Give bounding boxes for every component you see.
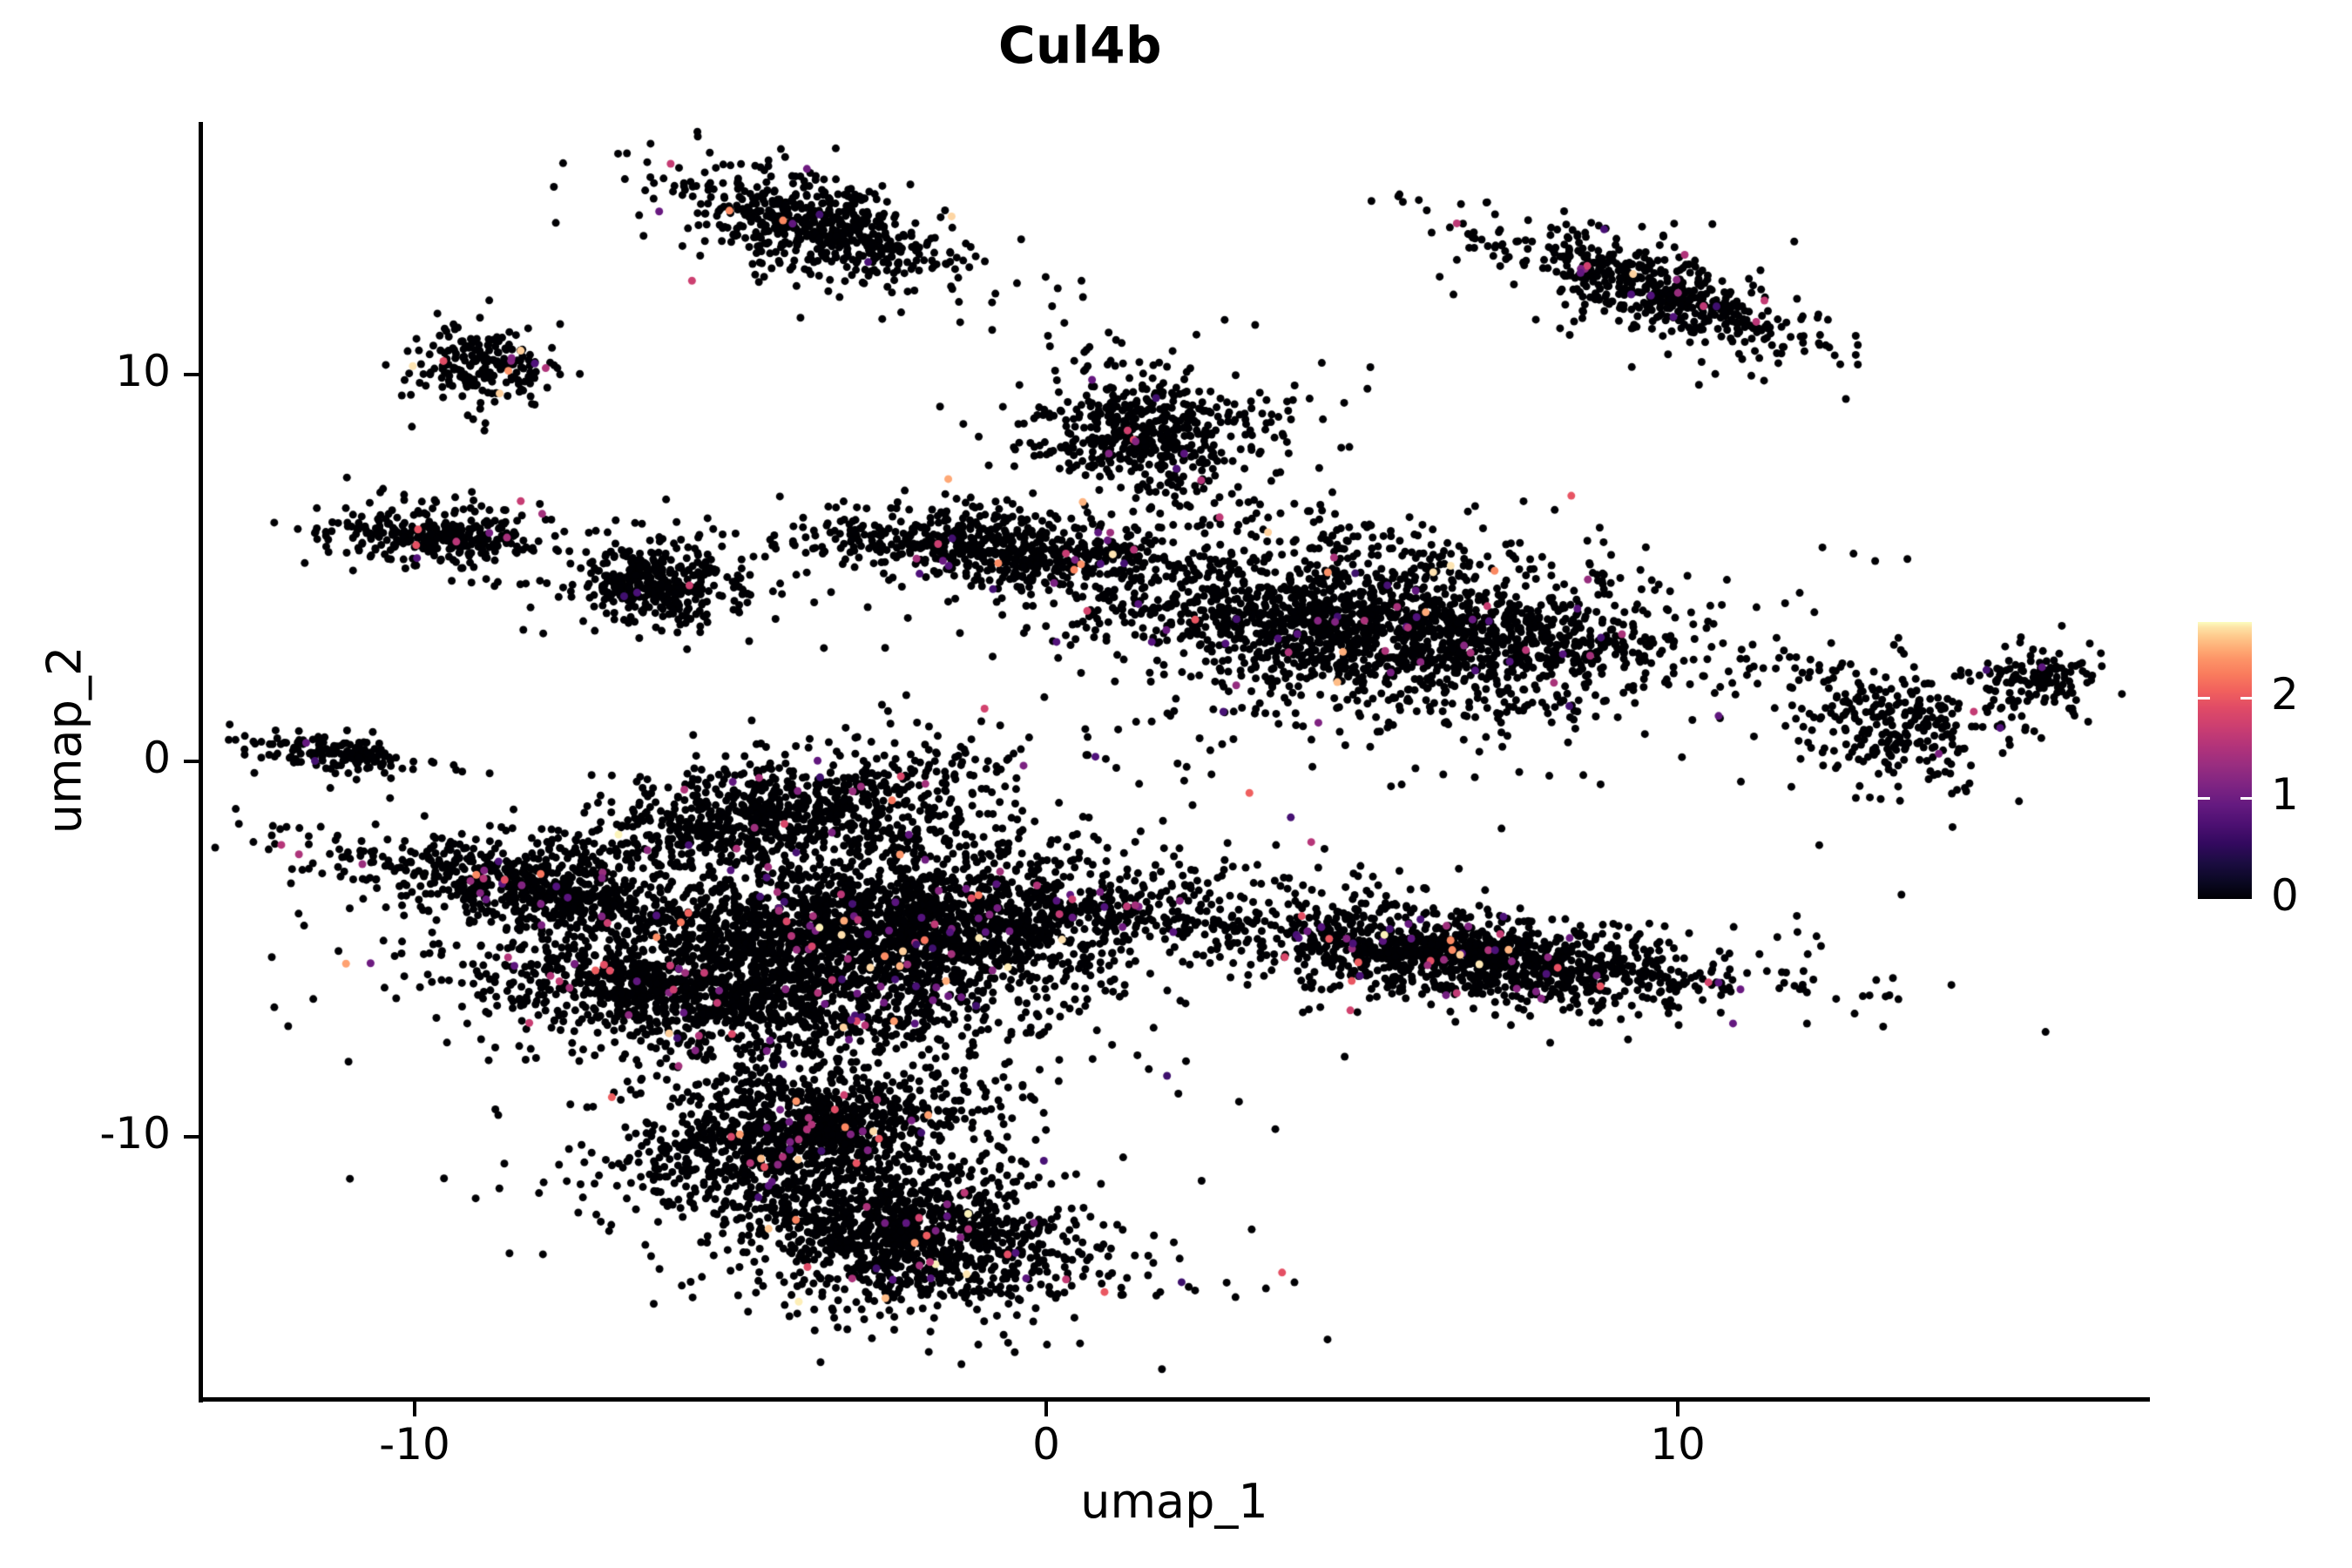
colorbar-tick-label: 0 (2271, 870, 2299, 921)
colorbar-tick-label: 1 (2271, 769, 2299, 821)
colorbar-tick-mark (2240, 797, 2253, 801)
page-title: Cul4b (997, 16, 1163, 75)
colorbar-tick-mark (2240, 696, 2253, 700)
x-tick-label: -10 (379, 1419, 450, 1470)
x-tick-label: 0 (1032, 1419, 1060, 1470)
colorbar-tick-mark (2198, 696, 2210, 700)
x-axis-label: umap_1 (1080, 1474, 1268, 1529)
y-axis-label: umap_2 (37, 645, 92, 835)
scatter-canvas[interactable] (199, 122, 2150, 1400)
y-tick-label: 10 (115, 346, 171, 396)
y-tick-label: 0 (143, 733, 171, 783)
y-tick-mark (184, 373, 199, 376)
axis-spine-bottom (199, 1397, 2150, 1402)
x-tick-mark (1044, 1402, 1048, 1416)
colorbar-tick-label: 2 (2271, 668, 2299, 720)
colorbar-gradient (2198, 622, 2252, 899)
colorbar[interactable] (2198, 622, 2252, 899)
x-tick-mark (1676, 1402, 1680, 1416)
y-tick-mark (184, 760, 199, 763)
y-tick-mark (184, 1135, 199, 1139)
y-tick-label: -10 (99, 1108, 171, 1159)
axis-spine-left (199, 122, 203, 1402)
x-tick-label: 10 (1650, 1419, 1706, 1470)
x-tick-mark (413, 1402, 416, 1416)
plot-area[interactable] (199, 122, 2150, 1400)
colorbar-tick-mark (2198, 797, 2210, 801)
